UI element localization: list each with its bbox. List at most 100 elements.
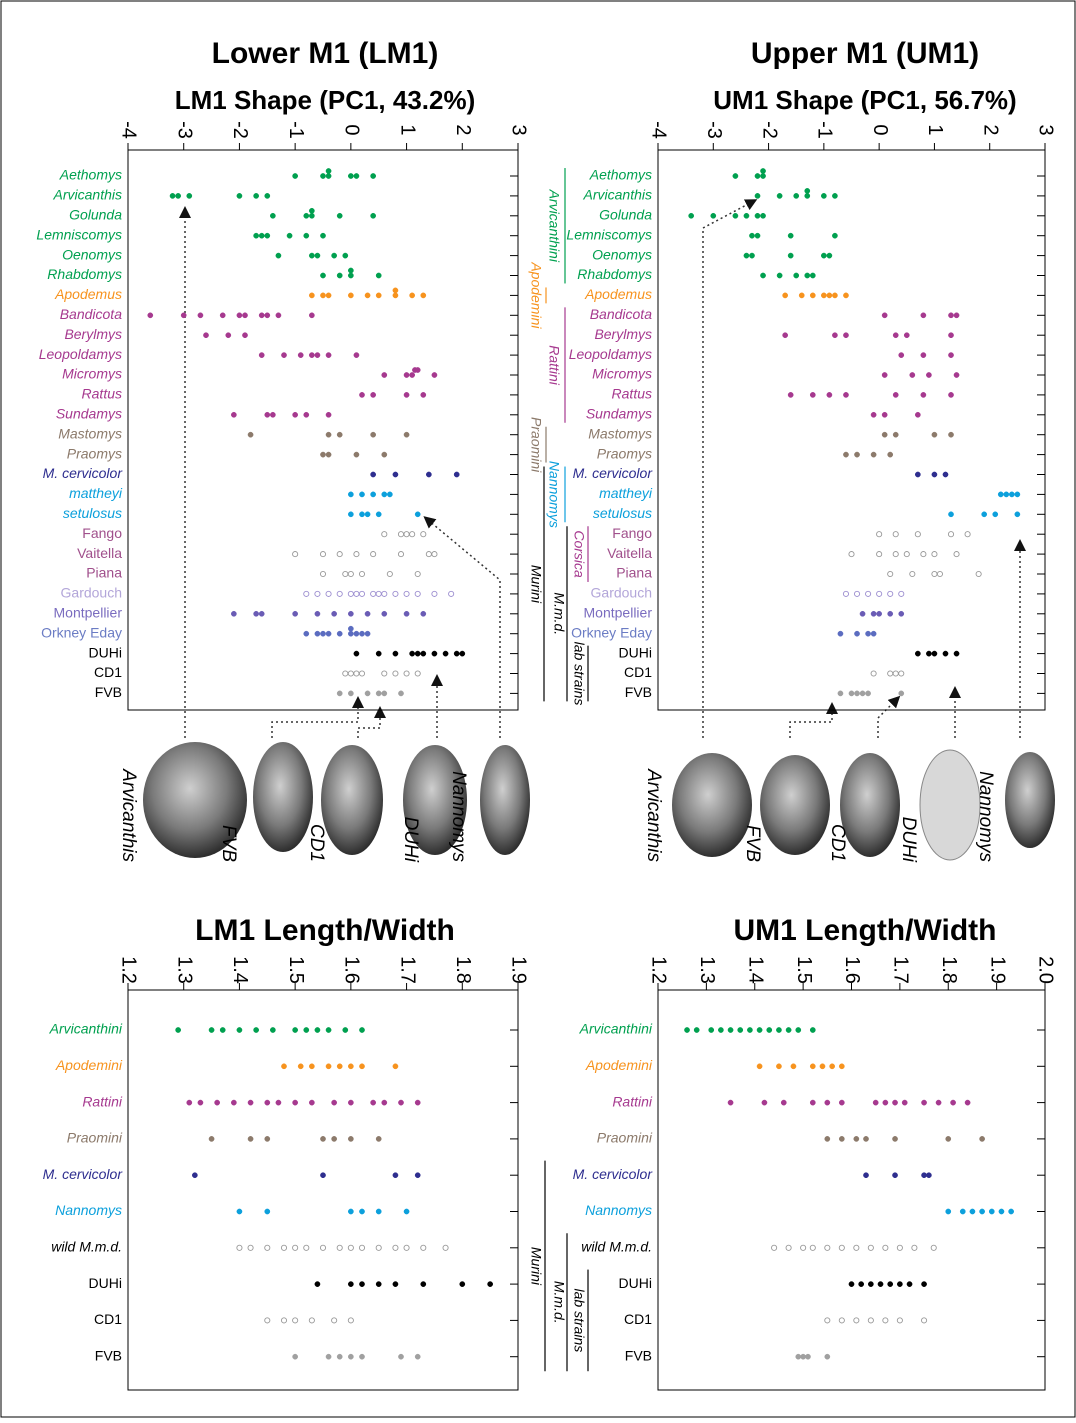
dot [414, 367, 421, 373]
dot [843, 392, 849, 398]
category-label: CD1 [624, 1311, 652, 1327]
dot [800, 1244, 807, 1251]
dot [308, 1317, 315, 1324]
dot [859, 610, 866, 617]
dot [303, 411, 310, 418]
dot [863, 1172, 869, 1179]
dot [732, 173, 739, 179]
dot [867, 1317, 874, 1324]
dot [942, 471, 949, 478]
x-tick-label: 1.9 [508, 956, 530, 984]
category-label: Gardouch [591, 585, 652, 601]
x-tick-label: -3 [173, 121, 195, 139]
dot [776, 1027, 782, 1033]
dot [936, 570, 944, 578]
panel-title: LM1 Length/Width [195, 914, 455, 947]
dot [253, 232, 259, 239]
x-tick-label: 2.0 [1035, 956, 1057, 984]
dot [809, 1027, 816, 1033]
dot [247, 431, 254, 438]
dot [975, 570, 982, 578]
dot [935, 1099, 942, 1106]
category-label: Oenomys [62, 246, 122, 262]
dot [906, 1281, 913, 1287]
category-label: CD1 [94, 664, 122, 680]
dot [387, 491, 393, 498]
dot [1008, 1208, 1014, 1215]
x-tick-label: 1.5 [793, 956, 815, 984]
dot [693, 1027, 700, 1033]
category-label: FVB [625, 1347, 652, 1363]
dot [749, 252, 755, 259]
dot [754, 232, 761, 239]
dot [314, 630, 321, 637]
dot [297, 352, 304, 358]
category-label: Mastomys [58, 425, 122, 441]
dot [887, 590, 894, 597]
tooth-photo [480, 745, 530, 855]
dot [1014, 491, 1021, 498]
category-label: Apodemini [585, 1057, 653, 1073]
category-label: DUHi [619, 644, 652, 660]
dot [303, 212, 310, 219]
x-tick-label: -4 [648, 121, 670, 139]
category-label: Berylmys [64, 326, 122, 342]
tooth-photo [321, 745, 383, 855]
dot [292, 610, 298, 617]
dot [264, 1244, 271, 1251]
dot [824, 1136, 831, 1142]
category-label: FVB [95, 1347, 122, 1363]
dot [881, 411, 888, 418]
dot [843, 451, 849, 458]
panel-title: Lower M1 (LM1) [212, 37, 439, 70]
dot [292, 551, 299, 558]
dot [348, 1099, 354, 1106]
dot [756, 1027, 763, 1033]
dot [948, 392, 954, 398]
dot [826, 292, 833, 299]
dot [353, 650, 360, 657]
dot [403, 1208, 410, 1215]
category-label: Orkney Eday [41, 624, 122, 640]
dot [197, 1099, 204, 1106]
dot [838, 1317, 845, 1324]
dot [431, 590, 438, 597]
dot [309, 1063, 315, 1070]
dot [392, 1172, 399, 1179]
panel-subtitle: UM1 Shape (PC1, 56.7%) [713, 85, 1016, 115]
dot [870, 630, 877, 637]
dot [303, 590, 310, 597]
dot [381, 590, 388, 597]
dot [876, 551, 883, 558]
arrow [877, 695, 901, 738]
dot [325, 451, 332, 458]
dot [348, 292, 354, 299]
dot [309, 207, 315, 214]
dot [865, 630, 871, 637]
dot [782, 292, 789, 299]
specimen-label: Arvicanthis [643, 768, 664, 862]
dot [853, 1244, 860, 1251]
dot [959, 1208, 966, 1215]
dot [236, 312, 243, 319]
dot [353, 551, 360, 558]
arrow [702, 199, 758, 738]
dot [892, 551, 899, 558]
dot [760, 212, 766, 219]
dot [998, 1208, 1005, 1215]
dot [854, 451, 860, 458]
dot [258, 232, 265, 239]
dot [397, 531, 405, 538]
dot [992, 511, 999, 518]
dot [865, 690, 871, 697]
dot [896, 1244, 903, 1251]
dot [997, 491, 1004, 498]
dot [809, 272, 816, 279]
dot [760, 173, 766, 179]
dot [331, 610, 337, 617]
dot [314, 1281, 321, 1287]
dot [348, 1353, 354, 1360]
dot [787, 252, 794, 259]
category-label: Vaitella [607, 545, 652, 561]
dot [431, 551, 438, 558]
